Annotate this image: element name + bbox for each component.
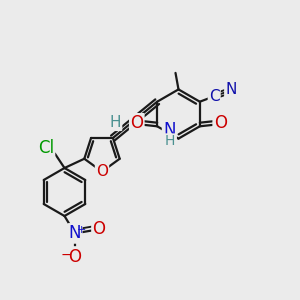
Text: H: H bbox=[110, 115, 121, 130]
Text: H: H bbox=[164, 134, 175, 148]
Text: O: O bbox=[96, 164, 108, 179]
Text: +: + bbox=[77, 225, 86, 236]
Text: O: O bbox=[68, 248, 82, 266]
Text: O: O bbox=[92, 220, 106, 238]
Text: N: N bbox=[163, 121, 176, 139]
Text: N: N bbox=[225, 82, 237, 98]
Text: O: O bbox=[130, 114, 143, 132]
Text: N: N bbox=[69, 224, 81, 242]
Text: O: O bbox=[214, 114, 227, 132]
Text: −: − bbox=[61, 248, 72, 262]
Text: Cl: Cl bbox=[38, 139, 54, 157]
Text: C: C bbox=[209, 89, 220, 104]
